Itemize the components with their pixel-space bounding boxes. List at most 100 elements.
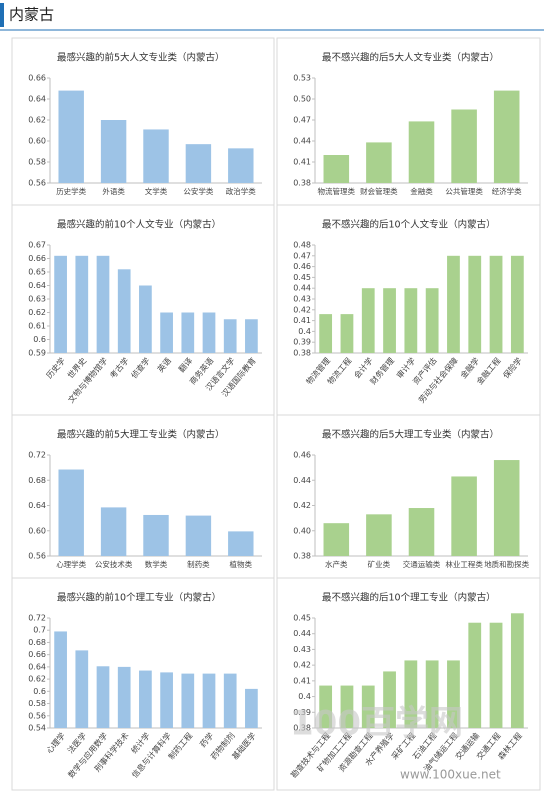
bar (510, 255, 524, 353)
y-tick-label: 0.59 (28, 349, 46, 358)
y-tick-label: 0.44 (293, 629, 311, 638)
bar (100, 120, 127, 183)
bar (383, 671, 396, 728)
chart-title: 最感兴趣的前10个人文专业（内蒙古） (57, 219, 221, 231)
bar (143, 514, 169, 556)
bar (228, 531, 254, 556)
y-tick-label: 0.64 (28, 281, 46, 290)
y-tick-label: 0.56 (28, 179, 46, 188)
bar (493, 90, 520, 183)
y-tick-label: 0.56 (28, 711, 46, 720)
bar (54, 631, 67, 728)
x-tick-label: 历史学类 (56, 186, 86, 196)
x-tick-label: 制药类 (187, 559, 210, 569)
y-tick-label: 0.67 (28, 241, 46, 250)
y-tick-label: 0.47 (293, 251, 311, 260)
bar (366, 142, 392, 183)
y-tick-label: 0.4 (298, 692, 311, 701)
y-tick-label: 0.44 (293, 284, 311, 293)
bar (404, 660, 418, 728)
bar (245, 319, 258, 353)
y-tick-label: 0.6 (33, 687, 46, 696)
watermark-logo: 100百学网 (290, 704, 463, 744)
y-tick-label: 0.4 (298, 327, 311, 336)
bar (117, 269, 131, 353)
bar (185, 515, 212, 556)
x-tick-label: 交通运输类 (403, 559, 441, 569)
x-tick-label: 外语类 (102, 186, 125, 196)
y-tick-label: 0.62 (28, 675, 46, 684)
y-tick-label: 0.64 (28, 501, 46, 510)
y-tick-label: 0.56 (28, 552, 46, 561)
chart-title: 最不感兴趣的后10个理工专业（内蒙古） (322, 592, 496, 604)
bar (340, 685, 354, 728)
bar (245, 688, 258, 728)
y-tick-label: 0.62 (28, 308, 46, 317)
x-tick-label: 金融类 (410, 186, 433, 196)
y-tick-label: 0.64 (28, 662, 46, 671)
y-tick-label: 0.65 (28, 268, 46, 277)
chart-title: 最感兴趣的前5大人文专业类（内蒙古） (57, 52, 225, 64)
y-tick-label: 0.41 (293, 676, 311, 685)
header-title: 内蒙古 (9, 6, 54, 24)
y-tick-label: 0.38 (293, 724, 311, 733)
bar (451, 476, 477, 556)
y-tick-label: 0.38 (293, 349, 311, 358)
bar (489, 622, 503, 728)
x-tick-label: 公安学类 (183, 186, 213, 196)
y-tick-label: 0.42 (293, 501, 311, 510)
y-tick-label: 0.66 (28, 254, 46, 263)
x-tick-label: 经济学类 (492, 186, 522, 196)
bar (75, 255, 89, 353)
y-tick-label: 0.58 (28, 699, 46, 708)
bar (468, 255, 482, 353)
y-tick-label: 0.45 (293, 273, 311, 282)
y-tick-label: 0.43 (293, 295, 311, 304)
bar (447, 660, 460, 728)
x-tick-label: 物流管理类 (318, 186, 356, 196)
y-tick-label: 0.44 (293, 137, 311, 146)
y-tick-label: 0.45 (293, 614, 311, 623)
bar (185, 144, 212, 183)
bar (100, 507, 127, 556)
chart-title: 最感兴趣的前10个理工专业（内蒙古） (57, 592, 221, 604)
y-tick-label: 0.40 (293, 526, 311, 535)
bar (510, 613, 524, 728)
y-tick-label: 0.39 (293, 338, 311, 347)
x-tick-label: 植物类 (230, 559, 253, 569)
bar (117, 666, 131, 728)
bar (319, 314, 333, 353)
x-tick-label: 地质和勘探类 (484, 559, 529, 569)
y-tick-label: 0.66 (28, 74, 46, 83)
y-tick-label: 0.48 (293, 241, 311, 250)
y-tick-label: 0.62 (28, 116, 46, 125)
bar (408, 121, 435, 183)
bar (54, 255, 67, 353)
x-tick-label: 林业工程类 (445, 559, 483, 569)
x-tick-label: 数学类 (145, 559, 168, 569)
bar (383, 288, 396, 353)
bar (404, 288, 418, 353)
chart-title: 最不感兴趣的后5大人文专业类（内蒙古） (322, 52, 499, 64)
y-tick-label: 0.61 (28, 322, 46, 331)
bar (228, 148, 254, 183)
bar (160, 312, 173, 353)
header-marker (0, 3, 4, 27)
y-tick-label: 0.38 (293, 552, 311, 561)
y-tick-label: 0.60 (28, 137, 46, 146)
bar (489, 255, 503, 353)
bar (323, 523, 350, 556)
bar (425, 288, 439, 353)
y-tick-label: 0.41 (293, 158, 311, 167)
y-tick-label: 0.50 (293, 95, 311, 104)
chart-title: 最感兴趣的前5大理工专业类（内蒙古） (57, 429, 225, 441)
bar (323, 155, 350, 183)
charts: 最感兴趣的前5大人文专业类（内蒙古） 0.56 0.58 0.60 0.62 0.64 0.… (11, 37, 541, 791)
bar (202, 673, 216, 728)
y-tick-label: 0.72 (28, 614, 46, 623)
y-tick-label: 0.38 (293, 179, 311, 188)
x-tick-label: 矿业类 (368, 559, 391, 569)
bar (468, 622, 482, 728)
bar (143, 129, 169, 183)
x-tick-label: 文学类 (145, 186, 168, 196)
